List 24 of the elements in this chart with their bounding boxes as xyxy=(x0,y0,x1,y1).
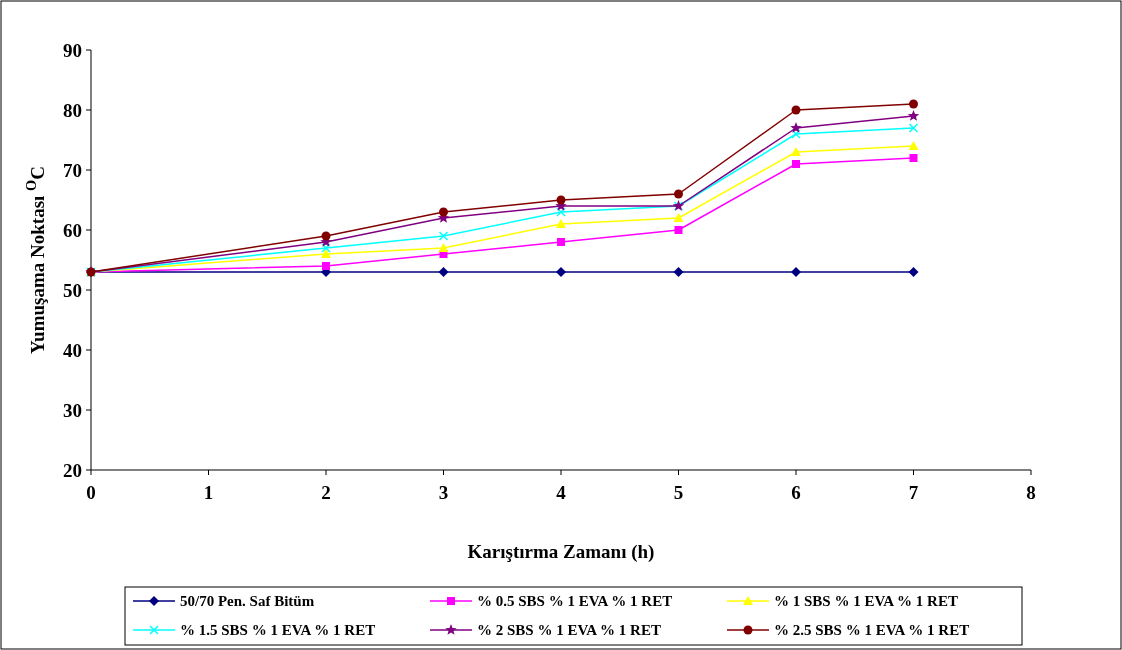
x-tick-label: 1 xyxy=(203,482,214,503)
legend-label: % 0.5 SBS % 1 EVA % 1 RET xyxy=(477,593,673,609)
legend-label: % 2.5 SBS % 1 EVA % 1 RET xyxy=(774,622,970,638)
y-tick-label: 30 xyxy=(63,399,82,421)
y-tick-label: 60 xyxy=(63,219,82,241)
y-tick-label: 40 xyxy=(63,339,82,361)
y-tick-label: 50 xyxy=(63,279,82,301)
x-tick-label: 6 xyxy=(791,482,801,503)
x-tick-label: 0 xyxy=(86,482,96,503)
x-tick-label: 5 xyxy=(673,482,684,503)
legend-label: 50/70 Pen. Saf Bitüm xyxy=(180,593,315,609)
y-tick-label: 90 xyxy=(63,39,82,61)
y-tick-label: 20 xyxy=(63,459,82,481)
y-tick-label: 70 xyxy=(63,159,82,181)
x-tick-label: 3 xyxy=(438,482,449,503)
x-tick-label: 4 xyxy=(556,482,567,503)
legend-label: % 1.5 SBS % 1 EVA % 1 RET xyxy=(180,622,376,638)
x-axis-title: Karıştırma Zamanı (h) xyxy=(467,541,655,563)
y-tick-label: 80 xyxy=(63,99,82,121)
x-tick-label: 7 xyxy=(908,482,919,503)
x-tick-label: 8 xyxy=(1026,482,1036,503)
legend-label: % 2 SBS % 1 EVA % 1 RET xyxy=(477,622,661,638)
legend-label: % 1 SBS % 1 EVA % 1 RET xyxy=(774,593,958,609)
x-tick-label: 2 xyxy=(321,482,331,503)
